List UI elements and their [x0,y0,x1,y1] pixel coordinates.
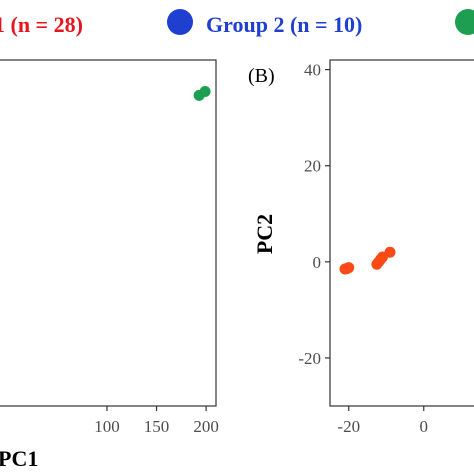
panel-b-y-ticks: -20 0 20 40 [298,61,330,368]
panel-b-point [384,246,396,258]
panel-a-x-tick-label: 150 [144,417,170,436]
panel-a-x-tick-label: 100 [94,417,120,436]
legend-label-group-1: 1 (n = 28) [0,12,83,37]
panel-b-y-tick-label: 40 [304,61,321,80]
panel-b-y-tick-label: -20 [298,349,321,368]
panel-b-x-tick-label: -20 [337,417,360,436]
panel-a-points [193,85,211,101]
panel-a-frame [0,59,217,407]
panel-b-points [339,246,396,275]
legend-marker-group-3 [455,9,474,35]
panel-b-label: (B) [248,65,275,87]
panel-a-x-tick-label: 200 [193,417,219,436]
legend: 1 (n = 28) Group 2 (n = 10) [0,9,474,37]
panel-a-x-axis-title: PC1 [0,446,38,471]
panel-b-y-tick-label: 20 [304,157,321,176]
panel-a-point [199,85,211,97]
panel-a-x-ticks: 100 150 200 [94,406,219,436]
panel-b-x-tick-label: 0 [420,417,429,436]
panel-b-frame [329,59,474,407]
panel-b-y-tick-label: 0 [313,253,322,272]
panel-b-point [343,262,355,274]
legend-marker-group-2 [167,9,193,35]
panel-a: 100 150 200 PC1 [0,59,219,471]
panel-b-x-ticks: -20 0 [337,406,428,436]
panel-b-y-axis-title: PC2 [252,214,277,254]
legend-label-group-2: Group 2 (n = 10) [206,12,362,37]
panel-b: (B) -20 0 20 40 -20 0 PC2 [248,59,474,436]
